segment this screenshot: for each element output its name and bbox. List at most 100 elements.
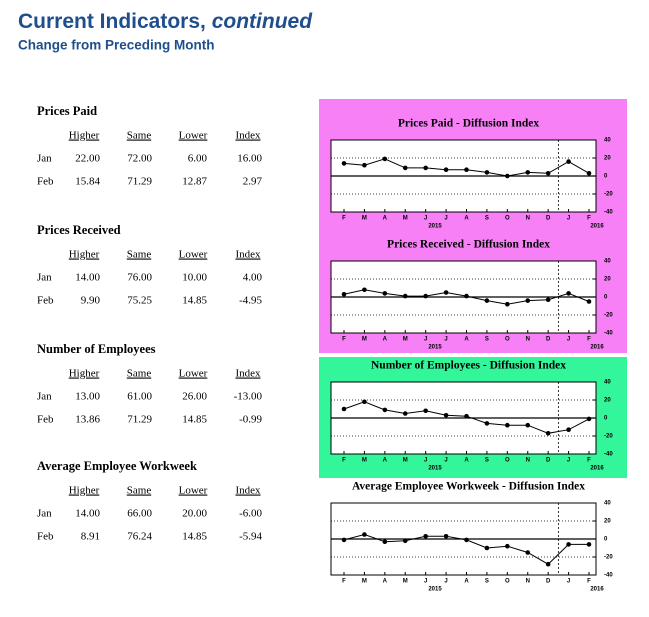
cell: 2.97 bbox=[243, 176, 263, 188]
cell: 14.85 bbox=[182, 414, 207, 426]
data-point bbox=[525, 422, 531, 428]
column-header: Same bbox=[127, 485, 152, 497]
data-point bbox=[362, 532, 367, 537]
cell: 16.00 bbox=[237, 153, 262, 165]
x-tick-label: M bbox=[403, 216, 408, 222]
data-point bbox=[402, 538, 408, 544]
x-tick-label: J bbox=[444, 337, 447, 343]
data-point bbox=[586, 542, 592, 547]
column-header: Lower bbox=[179, 249, 208, 261]
chart-title: Prices Received - Diffusion Index bbox=[387, 239, 550, 251]
data-point bbox=[362, 287, 367, 293]
x-tick-label: M bbox=[403, 337, 408, 343]
data-point bbox=[402, 411, 408, 416]
y-tick-label: 20 bbox=[604, 277, 611, 283]
x-tick-label: D bbox=[546, 458, 551, 464]
x-tick-label: J bbox=[444, 579, 447, 585]
y-tick-label: 20 bbox=[604, 398, 611, 404]
data-point bbox=[464, 293, 469, 299]
y-tick-label: -40 bbox=[604, 210, 613, 216]
page-title: Current Indicators, continued bbox=[18, 10, 313, 33]
cell: 15.84 bbox=[75, 176, 100, 188]
data-point bbox=[341, 537, 347, 543]
cell: -13.00 bbox=[234, 391, 263, 403]
y-tick-label: 40 bbox=[604, 501, 611, 507]
x-tick-label: F bbox=[587, 458, 591, 464]
data-point bbox=[464, 413, 469, 419]
data-point bbox=[341, 161, 347, 166]
x-tick-label: F bbox=[342, 458, 346, 464]
data-point bbox=[545, 561, 551, 567]
row-label: Feb bbox=[37, 176, 54, 188]
x-tick-label: M bbox=[362, 579, 367, 585]
cell: 13.00 bbox=[75, 391, 100, 403]
x-tick-label: J bbox=[424, 216, 427, 222]
column-header: Index bbox=[235, 485, 261, 497]
y-tick-label: 0 bbox=[604, 537, 608, 543]
data-point bbox=[484, 545, 490, 551]
data-point bbox=[505, 173, 510, 179]
title-main: Current Indicators, bbox=[18, 10, 206, 33]
cell: 61.00 bbox=[127, 391, 152, 403]
column-header: Higher bbox=[69, 130, 100, 142]
x-tick-label: J bbox=[567, 216, 570, 222]
data-point bbox=[484, 170, 490, 175]
year-label: 2015 bbox=[428, 587, 442, 593]
cell: 72.00 bbox=[127, 153, 152, 165]
chart-title: Average Employee Workweek - Diffusion In… bbox=[352, 481, 585, 493]
x-tick-label: M bbox=[403, 458, 408, 464]
x-tick-label: N bbox=[526, 216, 530, 222]
column-header: Index bbox=[235, 249, 261, 261]
data-point bbox=[545, 171, 551, 176]
data-point bbox=[566, 291, 571, 296]
data-point bbox=[484, 298, 490, 303]
data-point bbox=[362, 399, 367, 405]
data-point bbox=[443, 167, 449, 172]
data-point bbox=[525, 298, 531, 303]
column-header: Same bbox=[127, 368, 152, 380]
x-tick-label: F bbox=[587, 579, 591, 585]
x-tick-label: O bbox=[505, 337, 510, 343]
data-point bbox=[505, 543, 510, 549]
x-tick-label: J bbox=[424, 579, 427, 585]
x-tick-label: A bbox=[383, 216, 388, 222]
x-tick-label: J bbox=[424, 458, 427, 464]
data-point bbox=[566, 159, 571, 164]
cell: 8.91 bbox=[81, 531, 100, 543]
x-tick-label: A bbox=[383, 337, 388, 343]
data-point bbox=[505, 301, 510, 307]
data-point bbox=[464, 167, 469, 172]
cell: 10.00 bbox=[182, 272, 207, 284]
data-point bbox=[566, 542, 571, 547]
cell: 71.29 bbox=[127, 414, 152, 426]
cell: -5.94 bbox=[239, 531, 262, 543]
x-tick-label: M bbox=[362, 458, 367, 464]
y-tick-label: -20 bbox=[604, 192, 613, 198]
x-tick-label: N bbox=[526, 337, 530, 343]
x-tick-label: A bbox=[464, 337, 469, 343]
data-point bbox=[443, 413, 449, 418]
year-label: 2015 bbox=[428, 224, 442, 230]
cell: 76.24 bbox=[127, 531, 152, 543]
section-heading: Number of Employees bbox=[37, 342, 156, 356]
data-point bbox=[402, 293, 408, 299]
data-point bbox=[362, 162, 367, 168]
y-tick-label: 20 bbox=[604, 519, 611, 525]
year-label: 2015 bbox=[428, 466, 442, 472]
data-point bbox=[464, 537, 469, 543]
column-header: Lower bbox=[179, 485, 208, 497]
x-tick-label: F bbox=[342, 337, 346, 343]
data-point bbox=[566, 427, 571, 433]
x-tick-label: O bbox=[505, 579, 510, 585]
cell: 14.85 bbox=[182, 295, 207, 307]
chart-title: Number of Employees - Diffusion Index bbox=[371, 360, 566, 372]
column-header: Index bbox=[235, 130, 261, 142]
x-tick-label: J bbox=[567, 337, 570, 343]
row-label: Feb bbox=[37, 414, 54, 426]
x-tick-label: N bbox=[526, 458, 530, 464]
column-header: Higher bbox=[69, 249, 100, 261]
y-tick-label: 0 bbox=[604, 295, 608, 301]
y-tick-label: -40 bbox=[604, 573, 613, 579]
x-tick-label: J bbox=[424, 337, 427, 343]
x-tick-label: F bbox=[587, 216, 591, 222]
